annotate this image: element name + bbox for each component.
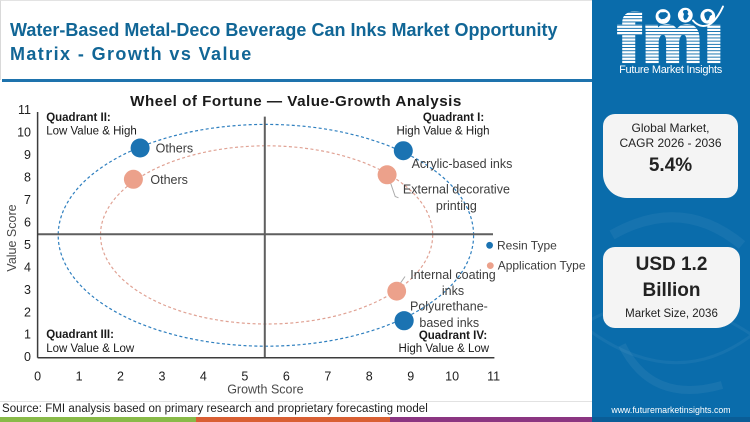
svg-text:Wheel of Fortune — Value-Growt: Wheel of Fortune — Value-Growth Analysis xyxy=(130,93,462,110)
svg-text:Quadrant IV:: Quadrant IV: xyxy=(419,330,487,342)
svg-text:Quadrant III:: Quadrant III: xyxy=(46,329,114,341)
svg-text:7: 7 xyxy=(24,193,31,207)
svg-text:6: 6 xyxy=(24,216,31,230)
svg-text:fmı: fmı xyxy=(618,2,726,76)
svg-text:10: 10 xyxy=(17,126,31,140)
svg-text:8: 8 xyxy=(24,171,31,185)
svg-text:11: 11 xyxy=(487,370,500,384)
svg-text:0: 0 xyxy=(24,350,31,364)
svg-text:Polyurethane-: Polyurethane- xyxy=(410,299,488,313)
svg-text:5: 5 xyxy=(241,370,248,384)
svg-text:printing: printing xyxy=(436,199,477,213)
svg-text:1: 1 xyxy=(76,370,83,384)
svg-text:High Value & Low: High Value & Low xyxy=(399,343,490,355)
svg-text:based inks: based inks xyxy=(419,316,479,330)
svg-text:Quadrant II:: Quadrant II: xyxy=(46,112,111,124)
svg-text:Application Type: Application Type xyxy=(498,259,586,273)
svg-text:9: 9 xyxy=(407,370,414,384)
svg-text:Acrylic-based inks: Acrylic-based inks xyxy=(412,157,513,171)
svg-text:Others: Others xyxy=(156,142,194,156)
svg-text:2: 2 xyxy=(24,305,31,319)
svg-text:Others: Others xyxy=(150,173,188,187)
svg-text:6: 6 xyxy=(283,370,290,384)
svg-text:High Value & High: High Value & High xyxy=(396,126,489,138)
svg-text:External decorative: External decorative xyxy=(403,182,510,196)
svg-text:3: 3 xyxy=(24,283,31,297)
svg-text:9: 9 xyxy=(24,148,31,162)
svg-text:Resin Type: Resin Type xyxy=(497,238,557,252)
svg-text:1: 1 xyxy=(24,328,31,342)
svg-text:11: 11 xyxy=(18,103,31,117)
svg-text:4: 4 xyxy=(24,260,31,274)
svg-text:Internal coating: Internal coating xyxy=(410,268,496,282)
svg-text:Value Score: Value Score xyxy=(5,204,19,271)
svg-text:8: 8 xyxy=(366,370,373,384)
svg-text:Growth Score: Growth Score xyxy=(227,383,303,397)
svg-text:inks: inks xyxy=(442,284,464,298)
svg-text:Future Market Insights: Future Market Insights xyxy=(619,64,723,76)
svg-text:5: 5 xyxy=(24,238,31,252)
svg-text:Quadrant I:: Quadrant I: xyxy=(423,112,484,124)
svg-text:4: 4 xyxy=(200,370,207,384)
svg-text:7: 7 xyxy=(324,370,331,384)
svg-text:3: 3 xyxy=(159,370,166,384)
svg-text:Low Value & Low: Low Value & Low xyxy=(46,343,135,355)
svg-text:2: 2 xyxy=(117,370,124,384)
svg-text:10: 10 xyxy=(445,370,459,384)
svg-text:Low Value & High: Low Value & High xyxy=(46,126,137,138)
svg-text:0: 0 xyxy=(34,370,41,384)
